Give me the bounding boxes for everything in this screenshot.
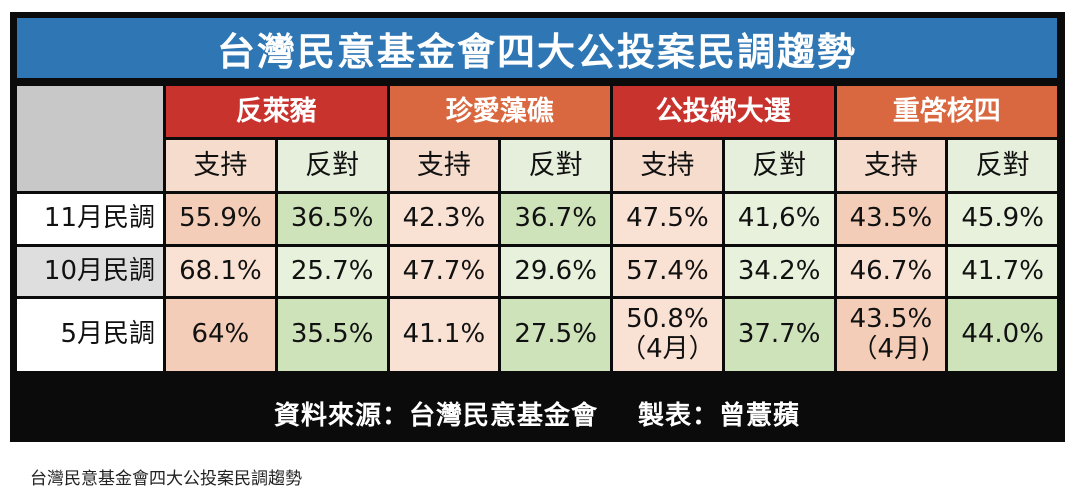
poll-table: 反萊豬 珍愛藻礁 公投綁大選 重啓核四 支持 反對 支持 反對 支持 反對 支持… xyxy=(17,86,1057,386)
row-label-october: 10月民調 xyxy=(17,247,163,296)
table-cell: 43.5% （4月) xyxy=(836,299,946,371)
table-cell: 64% xyxy=(166,299,275,371)
table-cell: 68.1% xyxy=(166,247,275,296)
title-bar: 台灣民意基金會四大公投案民調趨勢 xyxy=(17,18,1057,78)
table-cell: 34.2% xyxy=(724,247,834,296)
group-header-nuclear-plant: 重啓核四 xyxy=(836,86,1057,137)
table-cell: 35.5% xyxy=(277,299,387,371)
table-cell: 37.7% xyxy=(724,299,834,371)
row-label-may: 5月民調 xyxy=(17,299,163,371)
table-cell: 43.5% xyxy=(836,194,946,244)
table-cell: 47.7% xyxy=(389,247,499,296)
cell-value: 43.5% xyxy=(849,304,933,335)
table-cell: 50.8% （4月） xyxy=(613,299,722,371)
row-label-november: 11月民調 xyxy=(17,194,163,244)
table-cell: 41.1% xyxy=(389,299,499,371)
table-cell: 44.0% xyxy=(948,299,1057,371)
subheader-support: 支持 xyxy=(613,140,722,191)
table-cell: 57.4% xyxy=(613,247,722,296)
group-header-algal-reef: 珍愛藻礁 xyxy=(389,86,610,137)
table-cell: 36.5% xyxy=(277,194,387,244)
subheader-oppose: 反對 xyxy=(501,140,610,191)
image-caption: 台灣民意基金會四大公投案民調趨勢 xyxy=(30,469,302,489)
subheader-oppose: 反對 xyxy=(277,140,387,191)
maker-text: 製表：曾薏蘋 xyxy=(638,400,801,431)
cell-note: （4月) xyxy=(851,334,931,364)
table-cell: 25.7% xyxy=(277,247,387,296)
table-cell: 45.9% xyxy=(948,194,1057,244)
subheader-support: 支持 xyxy=(166,140,275,191)
table-cell: 27.5% xyxy=(501,299,610,371)
table-cell: 46.7% xyxy=(836,247,946,296)
table-cell: 36.7% xyxy=(501,194,610,244)
subheader-support: 支持 xyxy=(836,140,946,191)
table-cell: 41,6% xyxy=(724,194,834,244)
group-header-referendum-election: 公投綁大選 xyxy=(613,86,834,137)
table-corner xyxy=(17,86,163,191)
subheader-oppose: 反對 xyxy=(948,140,1057,191)
cell-note: （4月） xyxy=(620,334,715,364)
group-header-ractopamine-pork: 反萊豬 xyxy=(166,86,387,137)
table-cell: 55.9% xyxy=(166,194,275,244)
source-footer: 資料來源：台灣民意基金會 製表：曾薏蘋 xyxy=(17,392,1057,434)
table-cell: 42.3% xyxy=(389,194,499,244)
table-cell: 47.5% xyxy=(613,194,722,244)
cell-value: 50.8% xyxy=(626,304,709,335)
table-cell: 29.6% xyxy=(501,247,610,296)
table-cell: 41.7% xyxy=(948,247,1057,296)
infographic-title: 台灣民意基金會四大公投案民調趨勢 xyxy=(216,29,857,74)
subheader-support: 支持 xyxy=(389,140,499,191)
source-text: 資料來源：台灣民意基金會 xyxy=(273,400,598,431)
subheader-oppose: 反對 xyxy=(724,140,834,191)
